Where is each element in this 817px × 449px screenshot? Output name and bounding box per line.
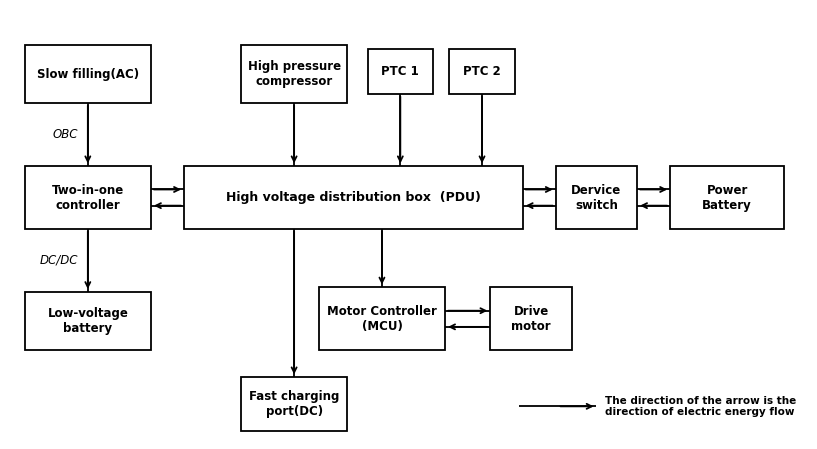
Bar (368, 49, 433, 94)
Text: DC/DC: DC/DC (40, 254, 78, 267)
Text: Drive
motor: Drive motor (511, 305, 551, 333)
Bar (25, 45, 151, 103)
Text: The direction of the arrow is the
direction of electric energy flow: The direction of the arrow is the direct… (605, 396, 796, 417)
Text: Dervice
switch: Dervice switch (571, 184, 622, 211)
Bar (490, 287, 572, 350)
Text: OBC: OBC (52, 128, 78, 141)
Text: Slow filling(AC): Slow filling(AC) (37, 68, 139, 80)
Text: Motor Controller
(MCU): Motor Controller (MCU) (327, 305, 437, 333)
Bar (670, 166, 784, 229)
Text: Two-in-one
controller: Two-in-one controller (51, 184, 124, 211)
Bar (25, 166, 151, 229)
Text: Low-voltage
battery: Low-voltage battery (47, 307, 128, 335)
Bar (184, 166, 523, 229)
Bar (25, 292, 151, 350)
Bar (241, 377, 347, 431)
Text: PTC 2: PTC 2 (463, 66, 501, 78)
Bar (556, 166, 637, 229)
Text: Power
Battery: Power Battery (703, 184, 752, 211)
Bar (449, 49, 515, 94)
Text: High voltage distribution box  (PDU): High voltage distribution box (PDU) (226, 191, 480, 204)
Bar (319, 287, 445, 350)
Text: Fast charging
port(DC): Fast charging port(DC) (249, 390, 339, 418)
Text: PTC 1: PTC 1 (382, 66, 419, 78)
Text: High pressure
compressor: High pressure compressor (248, 60, 341, 88)
Bar (241, 45, 347, 103)
